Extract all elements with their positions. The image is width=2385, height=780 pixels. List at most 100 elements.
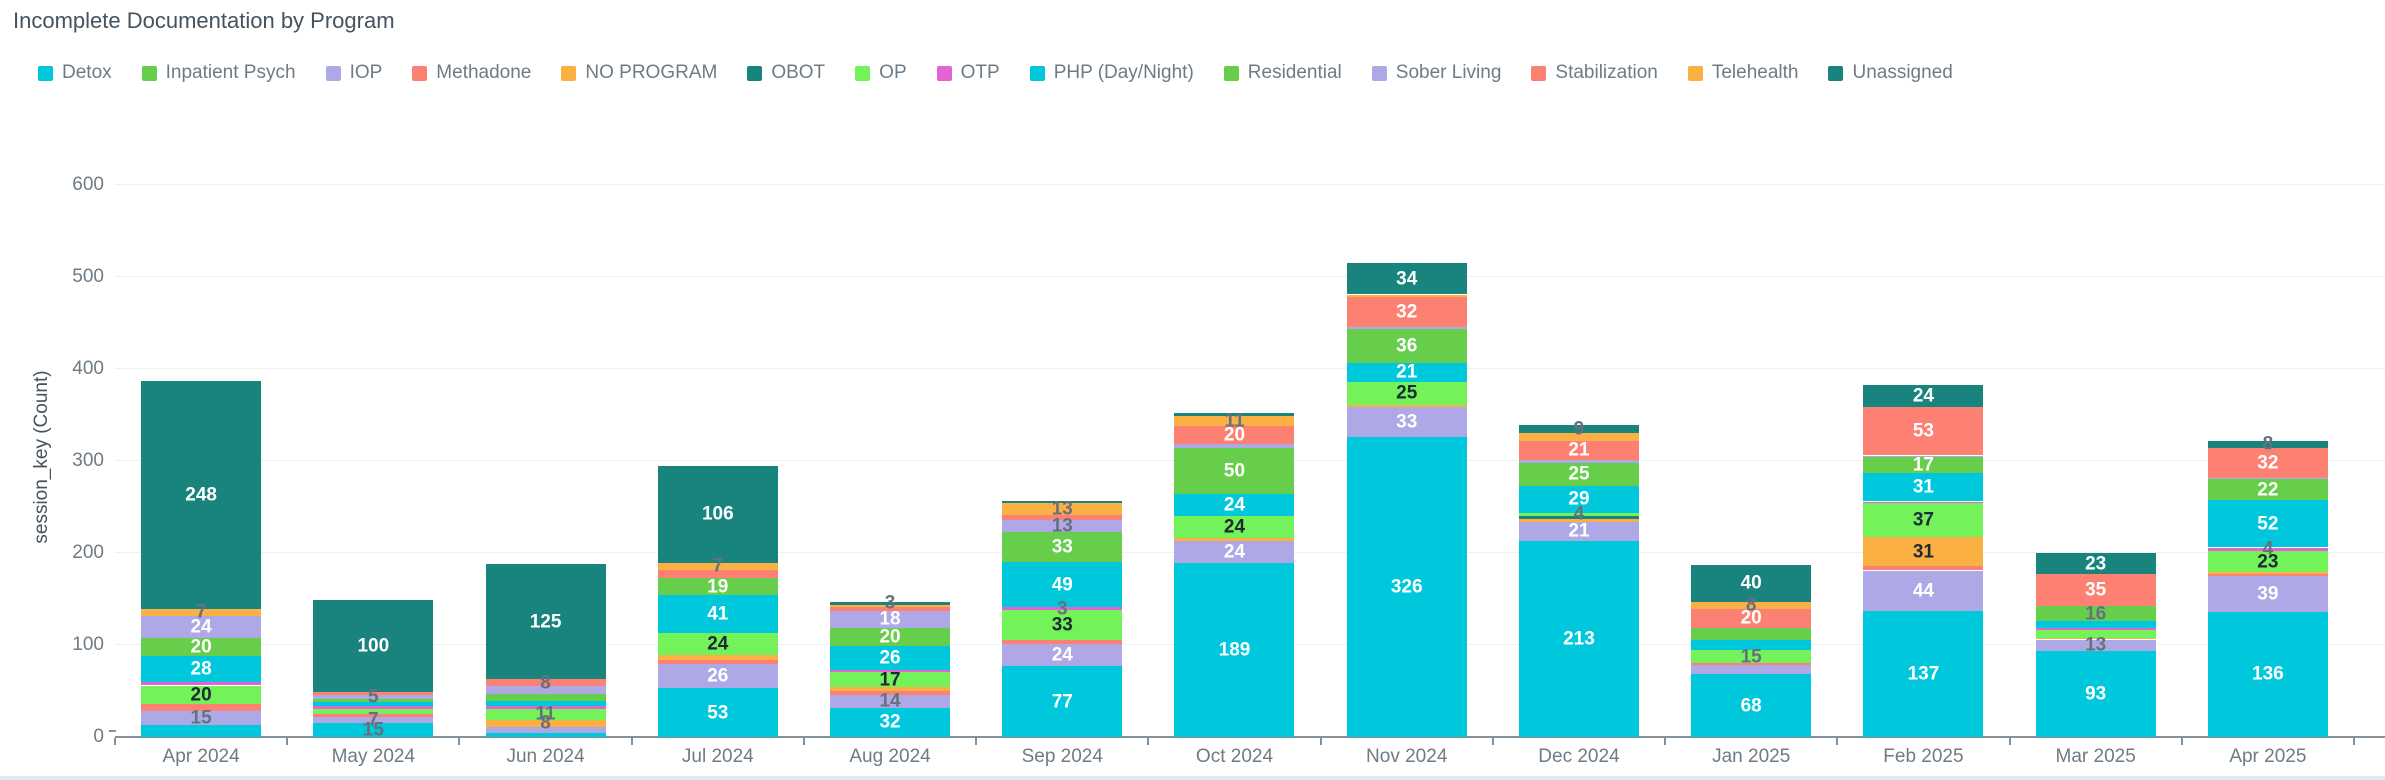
bar-segment[interactable]: 20 bbox=[141, 637, 262, 656]
bar-segment[interactable] bbox=[1002, 500, 1123, 504]
bar-segment[interactable]: 13 bbox=[2035, 636, 2156, 655]
legend-item-telehealth[interactable]: Telehealth bbox=[1687, 62, 1798, 84]
bar-segment[interactable]: 4 bbox=[1518, 505, 1639, 524]
bar-segment[interactable]: 18 bbox=[830, 610, 951, 629]
bar-segment[interactable] bbox=[2035, 630, 2156, 638]
bar-segment[interactable]: 25 bbox=[1346, 381, 1467, 405]
bar-segment[interactable]: 37 bbox=[1863, 503, 1984, 538]
bar-segment[interactable]: 14 bbox=[830, 692, 951, 711]
bar-segment[interactable] bbox=[1346, 404, 1467, 407]
bar-segment[interactable] bbox=[313, 714, 434, 717]
bar-segment[interactable]: 32 bbox=[2207, 448, 2328, 478]
bar-segment[interactable]: 125 bbox=[485, 564, 606, 680]
bar-segment[interactable] bbox=[485, 686, 606, 694]
legend-item-no-program[interactable]: NO PROGRAM bbox=[561, 62, 717, 84]
bar-segment[interactable] bbox=[657, 569, 778, 578]
bar-segment[interactable] bbox=[2035, 637, 2156, 640]
bar-segment[interactable]: 137 bbox=[1863, 610, 1984, 737]
bar-segment[interactable] bbox=[485, 726, 606, 734]
legend-item-inpatient-psych[interactable]: Inpatient Psych bbox=[141, 62, 296, 84]
bar-segment[interactable]: 16 bbox=[2035, 604, 2156, 623]
bar-segment[interactable] bbox=[141, 703, 262, 712]
bar-segment[interactable] bbox=[141, 681, 262, 686]
bar-segment[interactable]: 23 bbox=[2035, 553, 2156, 575]
bar-segment[interactable]: 24 bbox=[657, 633, 778, 656]
bar-segment[interactable]: 15 bbox=[141, 709, 262, 728]
legend-item-obot[interactable]: OBOT bbox=[747, 62, 825, 84]
legend-item-php-day-night-[interactable]: PHP (Day/Night) bbox=[1029, 62, 1194, 84]
bar-segment[interactable] bbox=[1002, 640, 1123, 645]
bar-segment[interactable]: 31 bbox=[1863, 472, 1984, 502]
bar-segment[interactable]: 28 bbox=[141, 656, 262, 682]
bar-segment[interactable]: 23 bbox=[2207, 551, 2328, 573]
bar-segment[interactable]: 5 bbox=[313, 687, 434, 706]
bar-segment[interactable]: 26 bbox=[657, 664, 778, 689]
bar-segment[interactable]: 21 bbox=[1518, 521, 1639, 542]
bar-segment[interactable] bbox=[313, 709, 434, 714]
bar-segment[interactable]: 100 bbox=[313, 599, 434, 692]
bar-segment[interactable]: 24 bbox=[1174, 494, 1295, 517]
bar-segment[interactable] bbox=[313, 691, 434, 695]
bar-segment[interactable] bbox=[830, 607, 951, 611]
legend-item-otp[interactable]: OTP bbox=[936, 62, 1000, 84]
bar-segment[interactable] bbox=[1346, 326, 1467, 330]
bar-segment[interactable]: 24 bbox=[1002, 644, 1123, 667]
bar-segment[interactable] bbox=[1518, 460, 1639, 463]
bar-segment[interactable] bbox=[1863, 565, 1984, 571]
bar-segment[interactable]: 24 bbox=[141, 615, 262, 638]
bar-segment[interactable] bbox=[485, 701, 606, 706]
bar-segment[interactable] bbox=[1863, 501, 1984, 504]
bar-segment[interactable]: 106 bbox=[657, 465, 778, 564]
bar-segment[interactable]: 21 bbox=[1518, 440, 1639, 461]
bar-segment[interactable]: 7 bbox=[141, 603, 262, 622]
bar-segment[interactable]: 31 bbox=[1863, 537, 1984, 566]
bar-segment[interactable] bbox=[1691, 665, 1812, 675]
bar-segment[interactable]: 7 bbox=[657, 557, 778, 576]
bar-segment[interactable] bbox=[830, 687, 951, 691]
bar-segment[interactable] bbox=[1174, 538, 1295, 542]
bar-segment[interactable]: 53 bbox=[1863, 406, 1984, 456]
bar-segment[interactable]: 33 bbox=[1002, 610, 1123, 641]
bar-segment[interactable]: 29 bbox=[1518, 485, 1639, 513]
bar-segment[interactable]: 68 bbox=[1691, 674, 1812, 737]
legend-item-detox[interactable]: Detox bbox=[38, 62, 112, 84]
bar-segment[interactable]: 7 bbox=[313, 710, 434, 729]
bar-segment[interactable] bbox=[1691, 640, 1812, 650]
bar-segment[interactable]: 50 bbox=[1174, 448, 1295, 495]
bar-segment[interactable]: 33 bbox=[1002, 531, 1123, 563]
bar-segment[interactable] bbox=[485, 733, 606, 737]
bar-segment[interactable]: 13 bbox=[1002, 500, 1123, 519]
bar-segment[interactable]: 17 bbox=[1863, 456, 1984, 475]
bar-segment[interactable]: 20 bbox=[141, 685, 262, 704]
bar-segment[interactable]: 15 bbox=[1691, 647, 1812, 666]
bar-segment[interactable]: 8 bbox=[485, 714, 606, 733]
bar-segment[interactable] bbox=[2207, 572, 2328, 575]
bar-segment[interactable]: 34 bbox=[1346, 263, 1467, 295]
bar-segment[interactable]: 53 bbox=[657, 688, 778, 737]
bar-segment[interactable]: 52 bbox=[2207, 499, 2328, 548]
bar-segment[interactable]: 20 bbox=[1174, 426, 1295, 445]
bar-segment[interactable]: 33 bbox=[1346, 406, 1467, 438]
bar-segment[interactable] bbox=[1346, 294, 1467, 298]
bar-segment[interactable]: 40 bbox=[1691, 564, 1812, 602]
bar-segment[interactable]: 9 bbox=[1518, 420, 1639, 439]
legend-item-methadone[interactable]: Methadone bbox=[412, 62, 531, 84]
legend-item-unassigned[interactable]: Unassigned bbox=[1828, 62, 1953, 84]
bar-segment[interactable]: 22 bbox=[2207, 479, 2328, 500]
bar-segment[interactable]: 32 bbox=[830, 707, 951, 737]
bar-segment[interactable]: 20 bbox=[1691, 609, 1812, 628]
bar-segment[interactable] bbox=[1863, 455, 1984, 458]
bar-segment[interactable]: 21 bbox=[1346, 362, 1467, 382]
legend-item-sober-living[interactable]: Sober Living bbox=[1371, 62, 1501, 84]
bar-segment[interactable]: 3 bbox=[1002, 599, 1123, 618]
bar-segment[interactable] bbox=[1691, 663, 1812, 666]
bar-segment[interactable]: 25 bbox=[1518, 462, 1639, 486]
bar-segment[interactable]: 26 bbox=[830, 645, 951, 670]
legend-item-iop[interactable]: IOP bbox=[325, 62, 382, 84]
bar-segment[interactable]: 8 bbox=[485, 673, 606, 692]
bar-segment[interactable]: 136 bbox=[2207, 611, 2328, 737]
bar-segment[interactable]: 24 bbox=[1174, 541, 1295, 564]
bar-segment[interactable] bbox=[1518, 516, 1639, 519]
bar-segment[interactable]: 49 bbox=[1002, 562, 1123, 608]
bar-segment[interactable]: 20 bbox=[830, 627, 951, 646]
